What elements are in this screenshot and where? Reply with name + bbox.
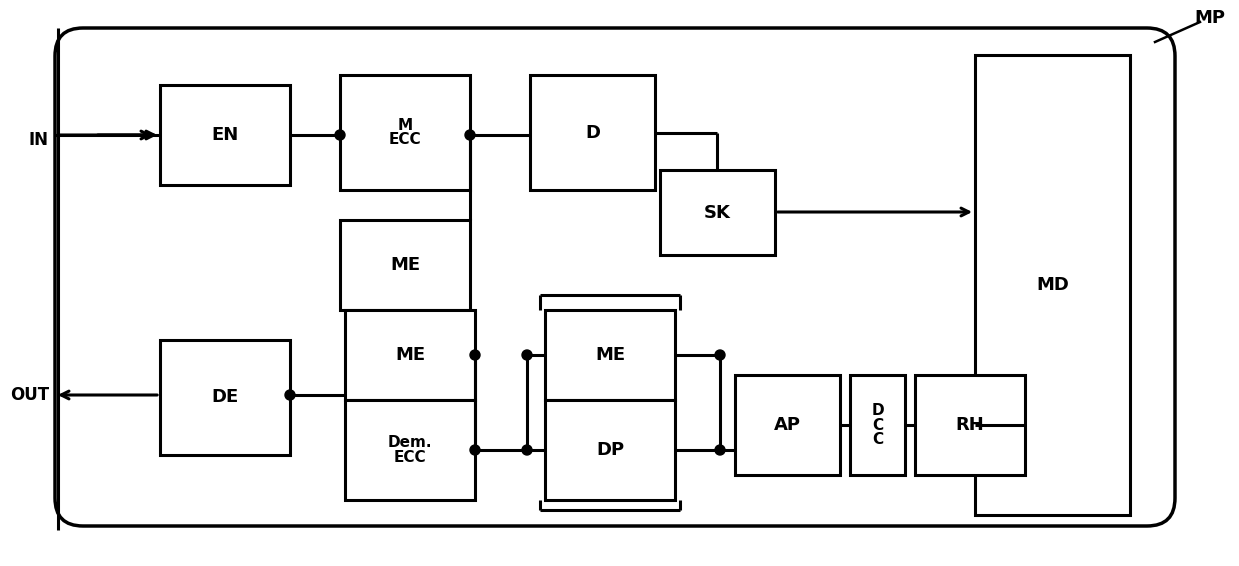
Circle shape	[470, 445, 479, 455]
Text: ECC: ECC	[389, 132, 421, 147]
Bar	[850, 375, 904, 475]
Text: ME: ME	[395, 346, 425, 364]
Bar	[160, 340, 290, 455]
Circle shape	[522, 445, 532, 455]
Text: DP: DP	[596, 441, 624, 459]
Text: MD: MD	[1036, 276, 1069, 294]
Text: M: M	[398, 118, 413, 133]
Text: D: D	[585, 123, 600, 142]
Circle shape	[715, 350, 725, 360]
Bar	[344, 310, 475, 400]
Text: SK: SK	[704, 204, 731, 221]
Text: ME: ME	[595, 346, 624, 364]
Text: RH: RH	[955, 416, 984, 434]
Text: D: D	[871, 403, 883, 418]
Circle shape	[715, 445, 725, 455]
Circle shape	[522, 350, 532, 360]
Circle shape	[465, 130, 475, 140]
Text: ME: ME	[390, 256, 420, 274]
Text: OUT: OUT	[10, 386, 50, 404]
Text: ECC: ECC	[394, 449, 426, 465]
Bar	[975, 55, 1130, 515]
Bar	[339, 220, 470, 310]
Text: Dem.: Dem.	[388, 435, 432, 451]
Bar	[530, 75, 655, 190]
Text: EN: EN	[212, 126, 239, 144]
Text: DE: DE	[212, 388, 239, 406]
Circle shape	[285, 390, 295, 400]
Bar	[344, 400, 475, 500]
Bar	[545, 310, 675, 400]
Text: AP: AP	[774, 416, 800, 434]
Bar	[735, 375, 840, 475]
Text: IN: IN	[28, 131, 48, 149]
Bar	[160, 85, 290, 185]
Bar	[914, 375, 1025, 475]
Circle shape	[470, 350, 479, 360]
Text: C: C	[872, 432, 883, 447]
Circle shape	[335, 130, 344, 140]
FancyBboxPatch shape	[55, 28, 1175, 526]
Bar	[339, 75, 470, 190]
Bar	[660, 170, 776, 255]
Text: MP: MP	[1194, 9, 1225, 27]
Bar	[545, 400, 675, 500]
Text: C: C	[872, 418, 883, 432]
